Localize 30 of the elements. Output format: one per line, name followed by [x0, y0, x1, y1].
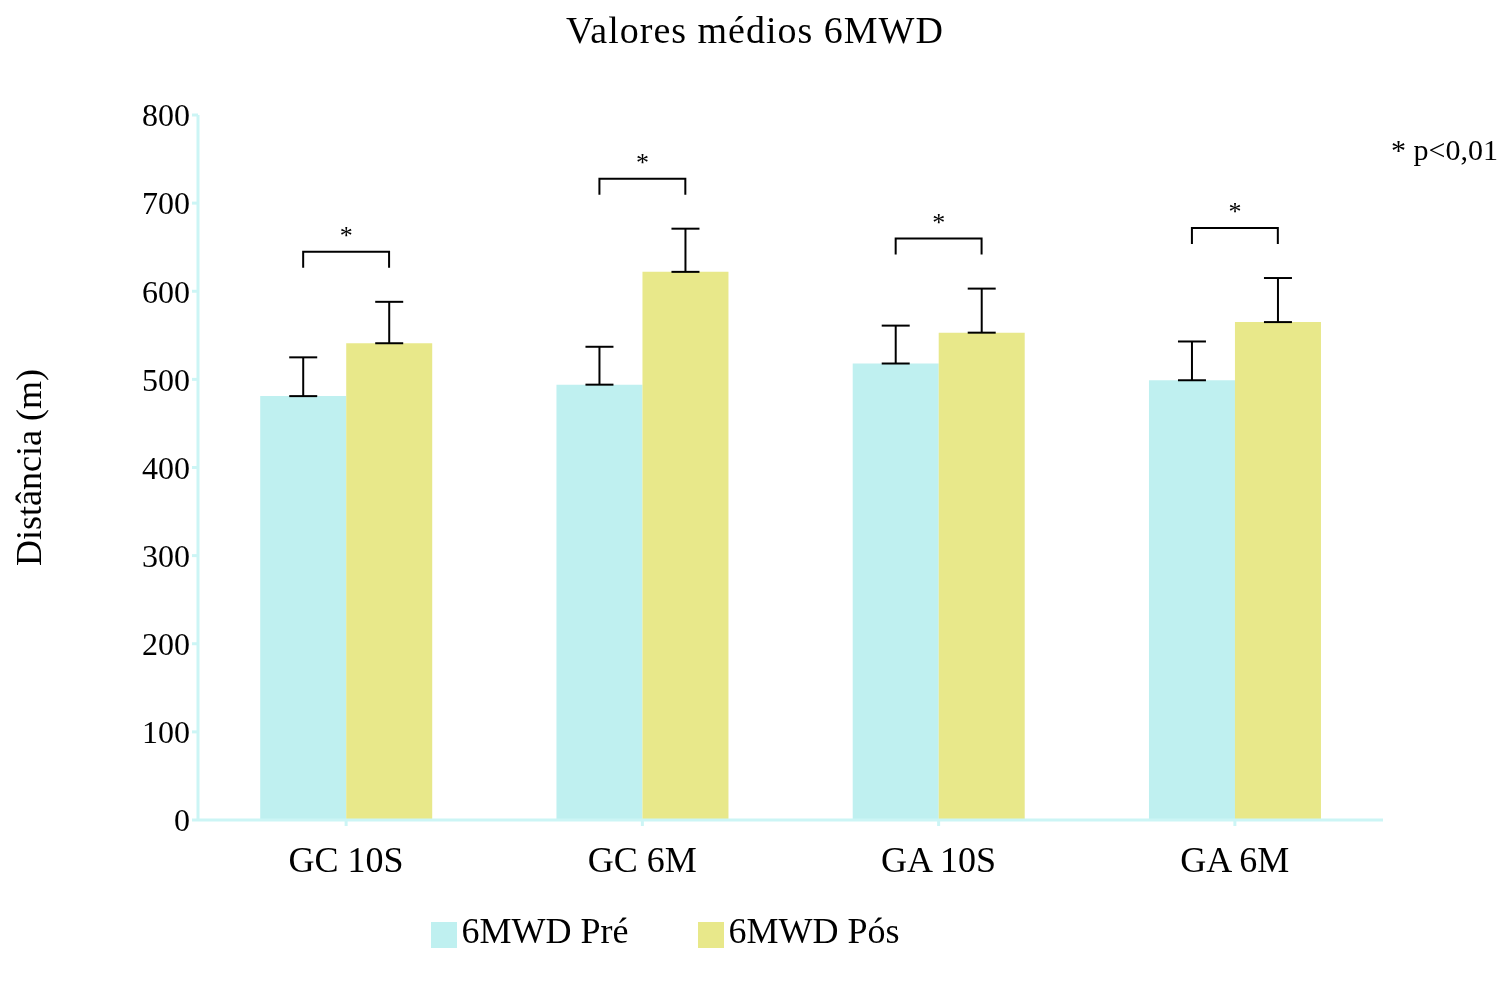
x-tick-label: GA 6M — [1180, 839, 1290, 880]
y-tick-label: 500 — [142, 361, 190, 398]
x-tick-label: GC 6M — [587, 839, 697, 880]
y-tick-label: 100 — [142, 714, 190, 751]
legend-label: 6MWD Pré — [461, 911, 629, 951]
bar — [260, 396, 347, 820]
y-axis-title: Distância (m) — [8, 369, 49, 566]
text: * p<0,01 — [1391, 133, 1498, 166]
bar — [642, 271, 729, 820]
y-tick-label: 700 — [142, 185, 190, 222]
y-tick-label: 0 — [174, 802, 190, 839]
annotation: * — [1228, 197, 1242, 227]
annotation: * — [932, 207, 946, 237]
legend-label: 6MWD Pós — [728, 911, 900, 951]
annotation: * — [635, 147, 649, 177]
y-tick-label: 800 — [142, 97, 190, 134]
x-tick-label: GA 10S — [881, 839, 997, 880]
y-tick-label: 400 — [142, 449, 190, 486]
chart-title: Valores médios 6MWD — [565, 8, 945, 53]
bar — [1234, 322, 1321, 820]
bar — [938, 332, 1025, 820]
bar — [556, 384, 643, 820]
y-tick-label: 600 — [142, 273, 190, 310]
y-tick-label: 200 — [142, 626, 190, 663]
bar — [346, 343, 433, 820]
bar — [852, 363, 939, 820]
x-tick-label: GC 10S — [288, 839, 404, 880]
y-tick-label: 300 — [142, 537, 190, 574]
bar — [1148, 380, 1235, 820]
annotation: * — [339, 220, 353, 250]
